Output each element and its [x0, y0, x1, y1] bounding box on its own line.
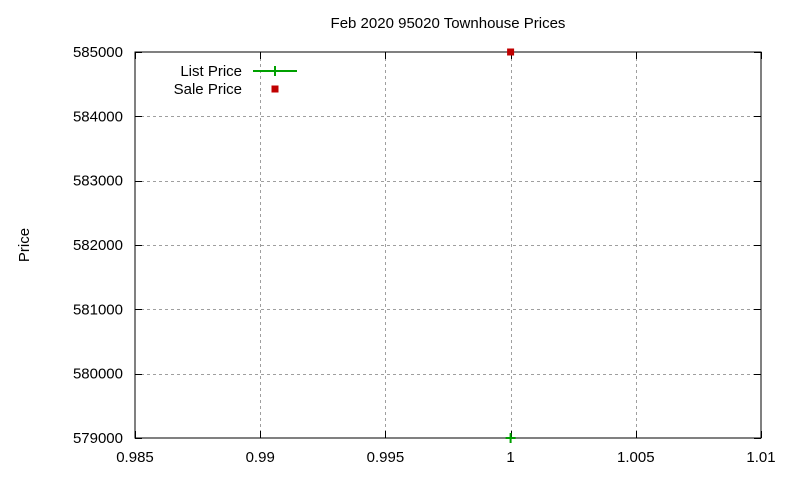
y-tick-label: 582000	[73, 237, 123, 254]
chart-title: Feb 2020 95020 Townhouse Prices	[331, 15, 566, 32]
legend-label-sale-price: Sale Price	[174, 81, 242, 98]
y-tick-label: 580000	[73, 366, 123, 383]
y-tick-label: 585000	[73, 44, 123, 61]
x-tick-label: 0.995	[367, 449, 405, 466]
x-tick-label: 1.005	[617, 449, 655, 466]
y-axis-label: Price	[16, 228, 33, 262]
x-tick-label: 1.01	[746, 449, 775, 466]
legend-label-list-price: List Price	[180, 63, 242, 80]
y-tick-label: 579000	[73, 430, 123, 447]
x-tick-label: 0.985	[116, 449, 154, 466]
y-tick-label: 584000	[73, 108, 123, 125]
x-tick-label: 1	[506, 449, 514, 466]
x-tick-label: 0.99	[246, 449, 275, 466]
data-point-sale-price	[507, 48, 515, 56]
y-tick-label: 581000	[73, 301, 123, 318]
legend-marker-sale-price	[271, 85, 279, 93]
y-tick-label: 583000	[73, 173, 123, 190]
